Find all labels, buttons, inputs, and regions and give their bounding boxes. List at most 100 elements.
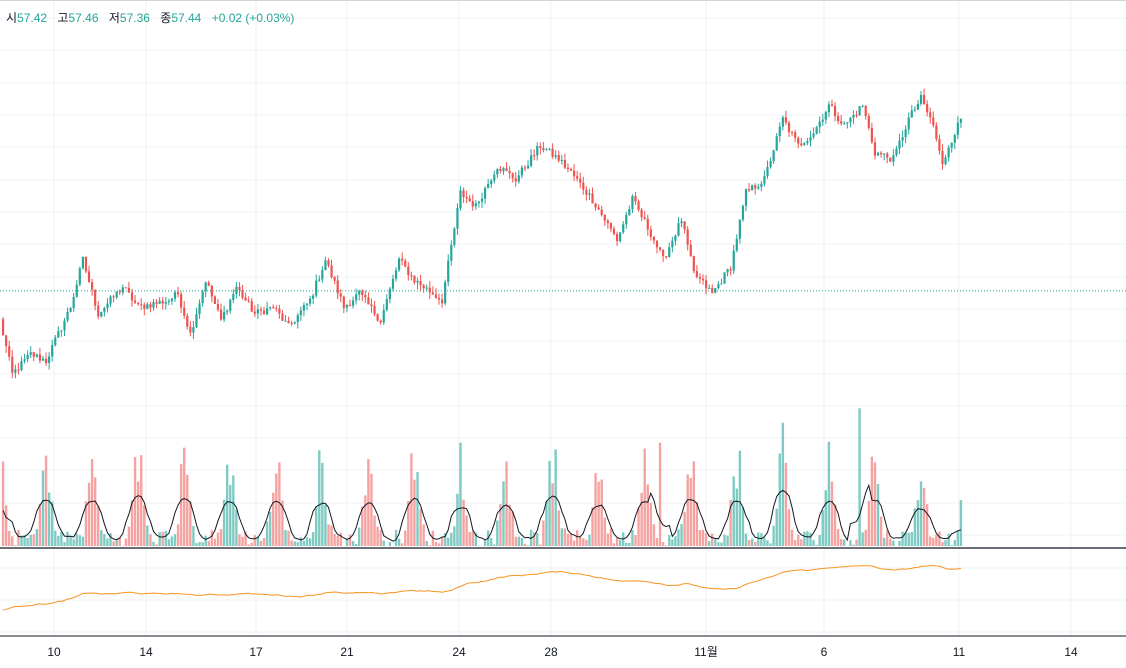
candle-body	[594, 203, 596, 207]
candle-body	[27, 355, 29, 359]
candle-body	[475, 203, 477, 206]
candle-body	[143, 305, 145, 309]
volume-bar	[585, 540, 587, 546]
volume-bar	[115, 540, 117, 546]
candle-body	[217, 304, 219, 310]
volume-bar	[935, 535, 937, 546]
x-tick-label-24: 24	[452, 645, 466, 659]
candle-body	[125, 287, 127, 288]
volume-bar	[192, 526, 194, 546]
volume-bar	[321, 463, 323, 546]
candle-body	[423, 285, 425, 288]
volume-bar	[66, 532, 68, 546]
candle-body	[202, 292, 204, 304]
candle-body	[776, 136, 778, 150]
candle-body	[773, 151, 775, 162]
candle-body	[889, 158, 891, 162]
volume-bar	[125, 539, 127, 546]
volume-bar	[235, 510, 237, 546]
volume-bar	[162, 532, 164, 546]
volume-bar	[54, 531, 56, 546]
volume-bar	[447, 538, 449, 546]
candle-body	[352, 300, 354, 305]
volume-bar	[376, 527, 378, 546]
candle-body	[116, 292, 118, 298]
candle-body	[180, 294, 182, 307]
volume-bar	[33, 534, 35, 546]
volume-bar	[76, 533, 78, 546]
candle-body	[944, 158, 946, 165]
candle-body	[702, 279, 704, 281]
candle-body	[591, 193, 593, 203]
candle-body	[668, 247, 670, 257]
candle-body	[659, 247, 661, 249]
candle-body	[149, 304, 151, 307]
candle-body	[598, 208, 600, 210]
candle-body	[60, 330, 62, 331]
volume-bar	[631, 530, 633, 546]
candle-body	[318, 279, 320, 280]
volume-bar	[36, 529, 38, 546]
candle-body	[435, 295, 437, 298]
candle-body	[211, 286, 213, 297]
candle-body	[763, 176, 765, 184]
volume-bar	[634, 535, 636, 546]
volume-bar	[484, 540, 486, 546]
candle-body	[140, 304, 142, 305]
volume-bar	[88, 483, 90, 546]
volume-bar	[785, 463, 787, 546]
candle-body	[935, 125, 937, 139]
candle-body	[892, 155, 894, 162]
candle-body	[88, 271, 90, 282]
candle-body	[401, 259, 403, 261]
candle-body	[929, 112, 931, 117]
candle-body	[742, 206, 744, 220]
candle-body	[238, 287, 240, 290]
volume-bar	[702, 530, 704, 546]
candle-body	[806, 141, 808, 143]
candle-body	[794, 132, 796, 137]
candle-body	[63, 321, 65, 331]
candle-body	[229, 300, 231, 311]
close-value: 57.44	[171, 11, 201, 25]
volume-bar	[911, 532, 913, 546]
volume-bar	[226, 465, 228, 546]
candle-body	[536, 146, 538, 155]
candle-body	[656, 241, 658, 248]
volume-bar	[855, 540, 857, 546]
candle-body	[542, 148, 544, 150]
candle-body	[954, 135, 956, 143]
candle-body	[539, 146, 541, 148]
volume-bar	[352, 541, 354, 546]
candle-body	[748, 189, 750, 190]
candle-body	[42, 359, 44, 361]
candle-body	[232, 294, 234, 300]
volume-bar	[693, 461, 695, 546]
volume-bar	[315, 507, 317, 546]
volume-bar	[57, 536, 59, 546]
volume-bar	[542, 521, 544, 546]
candle-body	[361, 291, 363, 295]
candle-body	[834, 106, 836, 116]
volume-bar	[573, 541, 575, 546]
volume-bar	[947, 534, 949, 546]
candle-body	[552, 149, 554, 157]
volume-bar	[422, 524, 424, 546]
volume-bar	[275, 473, 277, 546]
volume-bar	[680, 524, 682, 546]
candle-body	[57, 331, 59, 338]
candle-body	[297, 315, 299, 322]
volume-bar	[776, 509, 778, 546]
volume-bar	[545, 501, 547, 546]
candle-body	[499, 169, 501, 171]
candle-body	[309, 299, 311, 304]
candle-body	[800, 144, 802, 146]
pane-separator[interactable]	[0, 548, 1126, 636]
candle-body	[192, 327, 194, 332]
volume-bar	[373, 516, 375, 546]
candle-body	[459, 190, 461, 208]
candle-body	[699, 277, 701, 279]
